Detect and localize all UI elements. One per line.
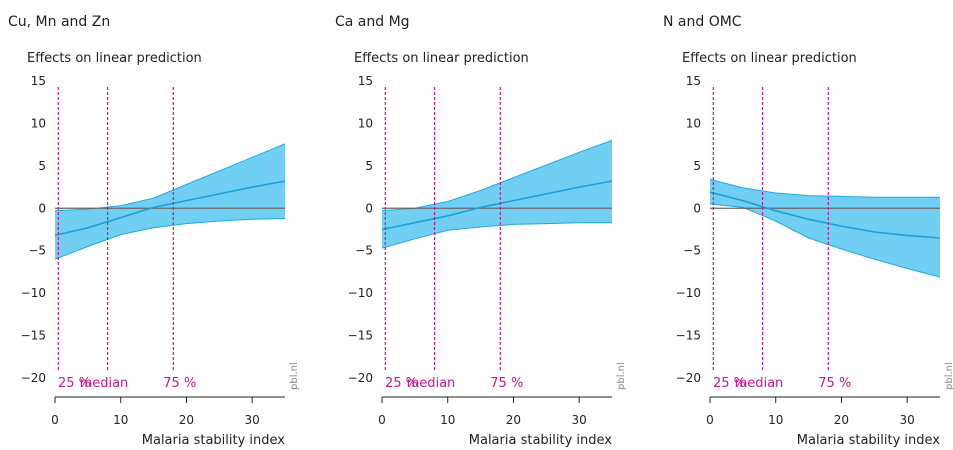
reference-label: median [407, 376, 456, 391]
y-tick-label: 10 [686, 116, 701, 130]
y-tick-label: 15 [358, 74, 373, 88]
reference-label: 75 % [818, 376, 851, 391]
band-lower-edge [381, 222, 612, 249]
panel-1: Cu, Mn and Zn Effects on linear predictio… [8, 14, 300, 448]
x-tick-label: 30 [572, 413, 587, 427]
estimate-line [709, 191, 941, 239]
y-tick-label: 15 [686, 74, 701, 88]
x-tick-label: 20 [179, 413, 194, 427]
x-axis-label: Malaria stability index [469, 433, 613, 448]
y-tick-label: −5 [683, 244, 701, 258]
y-tick-label: −15 [676, 329, 701, 343]
reference-label: median [735, 376, 784, 391]
panel-2: Ca and Mg Effects on linear prediction 15 1… [335, 14, 627, 448]
x-tick-label: 10 [440, 413, 455, 427]
y-axis-label: Effects on linear prediction [682, 51, 857, 66]
reference-label: 25 % [713, 376, 746, 391]
x-axis-label: Malaria stability index [142, 433, 286, 448]
y-tick-label: 0 [365, 201, 373, 215]
x-axis-label: Malaria stability index [797, 433, 941, 448]
estimate-line [54, 180, 286, 237]
x-tick-label: 30 [245, 413, 260, 427]
x-tick-label: 20 [506, 413, 521, 427]
reference-label: 25 % [385, 376, 418, 391]
panel-title: N and OMC [663, 14, 742, 30]
y-tick-label: −10 [348, 286, 373, 300]
y-tick-label: 5 [693, 159, 701, 173]
y-axis-label: Effects on linear prediction [27, 51, 202, 66]
y-tick-label: 0 [38, 201, 46, 215]
x-tick-label: 0 [378, 413, 386, 427]
confidence-band [55, 143, 285, 260]
y-tick-label: 15 [31, 74, 46, 88]
y-tick-label: −20 [21, 371, 46, 385]
y-tick-label: 10 [358, 116, 373, 130]
source-credit: pbl.nl [944, 362, 953, 390]
confidence-band [382, 140, 612, 249]
reference-label: 75 % [490, 376, 523, 391]
reference-label: 25 % [58, 376, 91, 391]
y-tick-label: −5 [355, 244, 373, 258]
panel-title: Cu, Mn and Zn [8, 14, 110, 30]
x-tick-label: 20 [834, 413, 849, 427]
y-tick-label: 10 [31, 116, 46, 130]
y-axis-label: Effects on linear prediction [354, 51, 529, 66]
y-tick-label: −15 [21, 329, 46, 343]
band-lower-edge [709, 203, 941, 278]
y-tick-label: 5 [38, 159, 46, 173]
reference-label: median [80, 376, 129, 391]
band-upper-edge [381, 139, 613, 212]
x-tick-label: 10 [768, 413, 783, 427]
panel-title: Ca and Mg [335, 14, 410, 30]
source-credit: pbl.nl [289, 362, 300, 390]
band-upper-edge [709, 178, 940, 198]
x-tick-label: 0 [51, 413, 59, 427]
source-credit: pbl.nl [616, 362, 627, 390]
y-tick-label: −20 [348, 371, 373, 385]
estimate-line [381, 180, 613, 231]
y-tick-label: −10 [676, 286, 701, 300]
x-tick-label: 10 [113, 413, 128, 427]
y-tick-label: 0 [693, 201, 701, 215]
y-tick-label: −20 [676, 371, 701, 385]
confidence-band [710, 179, 940, 277]
y-tick-label: 5 [365, 159, 373, 173]
x-tick-label: 30 [900, 413, 915, 427]
reference-label: 75 % [163, 376, 196, 391]
y-tick-label: −15 [348, 329, 373, 343]
y-tick-label: −10 [21, 286, 46, 300]
y-tick-label: −5 [28, 244, 46, 258]
panel-3: N and OMC Effects on linear prediction 15 1… [663, 14, 953, 448]
band-lower-edge [54, 218, 286, 260]
x-tick-label: 0 [706, 413, 714, 427]
